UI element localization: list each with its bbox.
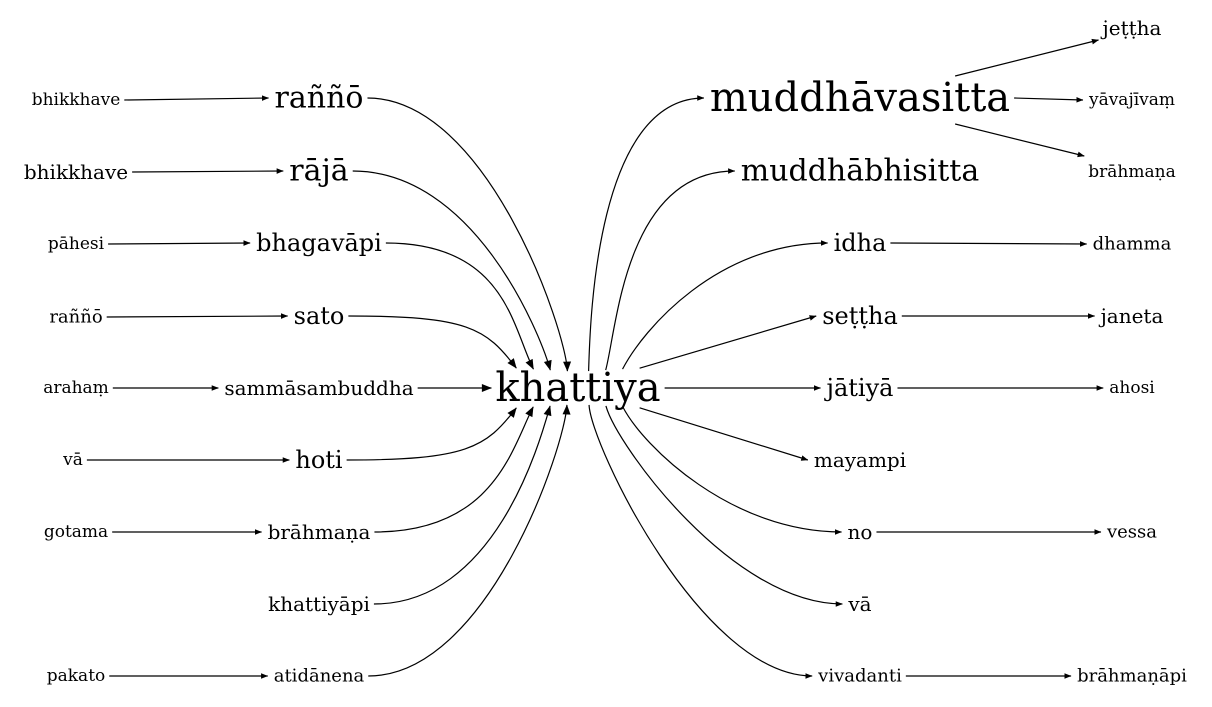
edges	[86, 38, 1104, 679]
edge-r-muddhavasitta-to-t-yavajivam	[1014, 97, 1084, 103]
node-s-gotama: gotama	[44, 522, 108, 542]
edge-n-hoti-to-center	[346, 407, 517, 461]
node-t-yavajivam: yāvajīvaṃ	[1088, 90, 1175, 110]
edge-n-bhagavapi-to-center	[385, 242, 534, 370]
edge-n-atidanena-to-center	[368, 404, 571, 677]
node-n-hoti: hoti	[295, 446, 343, 474]
node-r-va: vā	[847, 592, 871, 616]
edge-n-sato-to-center	[348, 315, 517, 369]
node-r-mayampi: mayampi	[814, 448, 906, 472]
node-s-va: vā	[62, 450, 83, 470]
edge-n-raja-to-center	[352, 170, 552, 371]
labels: khattiya raññō rājā bhagavāpi sato sammāsambu…	[24, 16, 1187, 687]
node-r-jatiya: jātiyā	[824, 374, 894, 402]
node-t-janeta: janeta	[1099, 304, 1164, 328]
node-r-no: no	[848, 520, 873, 544]
edge-s-bhikkhave1-to-n-ranno	[124, 95, 269, 101]
edge-n-brahmana-l-to-center	[374, 406, 534, 533]
edge-n-ranno-to-center	[367, 97, 572, 372]
node-r-vivadanti: vivadanti	[817, 666, 902, 687]
node-center: khattiya	[495, 365, 660, 411]
node-n-ranno: raññō	[275, 81, 364, 116]
node-s-pahesi: pāhesi	[48, 234, 105, 254]
node-n-sato: sato	[294, 302, 345, 330]
node-n-raja: rājā	[289, 154, 349, 189]
node-n-atidanena: atidānena	[274, 666, 365, 687]
edge-center-to-r-muddhabhisitta	[605, 168, 736, 371]
edge-center-to-r-mayampi	[639, 407, 809, 461]
node-s-araham: arahaṃ	[43, 378, 109, 398]
edge-center-to-r-idha	[622, 240, 828, 370]
node-r-idha: idha	[834, 229, 887, 257]
node-r-settha: seṭṭha	[822, 302, 898, 330]
edge-center-to-r-vivadanti	[588, 404, 813, 679]
node-t-dhamma: dhamma	[1093, 234, 1172, 255]
edge-r-muddhavasitta-to-t-brahmana	[954, 123, 1085, 158]
edge-r-muddhavasitta-to-t-jettha	[954, 38, 1099, 77]
node-t-brahmanapi: brāhmaṇāpi	[1077, 666, 1187, 687]
edge-center-to-r-no	[622, 406, 842, 535]
node-t-brahmana: brāhmaṇa	[1088, 162, 1175, 182]
edge-n-khattiyapi-to-center	[373, 405, 552, 605]
node-s-bhikkhave1: bhikkhave	[32, 90, 121, 110]
node-n-brahmana-l: brāhmaṇa	[268, 520, 371, 544]
edge-r-idha-to-t-dhamma	[890, 241, 1087, 247]
node-s-bhikkhave2: bhikkhave	[24, 160, 128, 184]
edge-center-to-r-settha	[639, 315, 817, 369]
node-t-vessa: vessa	[1106, 522, 1157, 543]
edge-s-ranno-to-n-sato	[106, 313, 288, 319]
node-r-muddhabhisitta: muddhābhisitta	[741, 154, 980, 189]
node-t-jettha: jeṭṭha	[1101, 16, 1162, 40]
node-t-ahosi: ahosi	[1109, 378, 1155, 398]
edge-s-bhikkhave2-to-n-raja	[132, 168, 284, 174]
node-n-bhagavapi: bhagavāpi	[256, 229, 382, 257]
node-n-khattiyapi: khattiyāpi	[268, 592, 370, 616]
edge-s-pahesi-to-n-bhagavapi	[108, 240, 251, 246]
node-n-samma: sammāsambuddha	[224, 376, 413, 400]
node-r-muddhavasitta: muddhāvasitta	[710, 75, 1010, 121]
node-s-ranno: raññō	[49, 307, 102, 328]
node-s-pakato: pakato	[47, 666, 106, 686]
edge-center-to-r-va	[605, 405, 843, 607]
edge-center-to-r-muddhavasitta	[588, 95, 705, 372]
